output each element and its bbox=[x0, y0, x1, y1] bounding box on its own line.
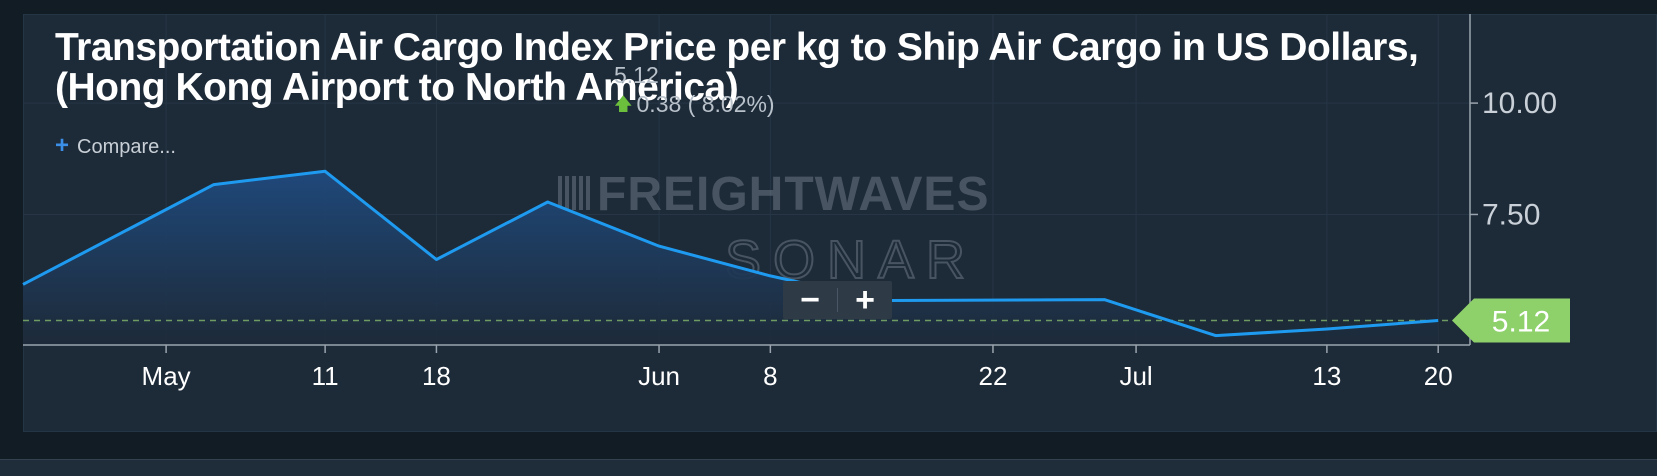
x-axis-ticks: May 11 18 Jun 8 22 Jul 13 20 bbox=[142, 345, 1453, 391]
change-value: 0.38 ( 8.02%) bbox=[637, 91, 775, 117]
last-value-tag: 5.12 bbox=[1452, 298, 1570, 342]
zoom-controls: − + bbox=[783, 281, 892, 319]
plus-icon: + bbox=[55, 132, 69, 159]
x-tick-label: Jul bbox=[1119, 361, 1152, 391]
compare-label: Compare... bbox=[77, 136, 176, 158]
watermark-brand: FREIGHTWAVES bbox=[597, 168, 989, 221]
change-readout: 🡅0.38 ( 8.02%) bbox=[614, 91, 775, 122]
x-tick-label: 20 bbox=[1424, 361, 1453, 391]
y-tick-label: 7.50 bbox=[1482, 198, 1540, 231]
freightwaves-logo-icon bbox=[558, 176, 590, 210]
x-tick-label: Jun bbox=[638, 361, 680, 391]
last-value: 5.12 bbox=[614, 62, 659, 89]
zoom-in-button[interactable]: + bbox=[838, 281, 892, 319]
chart-title: Transportation Air Cargo Index Price per… bbox=[55, 28, 1505, 108]
up-arrow-icon: 🡅 bbox=[614, 92, 633, 122]
compare-button[interactable]: + Compare... bbox=[55, 132, 176, 160]
x-tick-label: 13 bbox=[1312, 361, 1341, 391]
last-value-tag-label: 5.12 bbox=[1492, 305, 1550, 338]
x-tick-label: 8 bbox=[763, 361, 777, 391]
x-tick-label: 22 bbox=[979, 361, 1008, 391]
x-tick-label: 18 bbox=[422, 361, 451, 391]
x-tick-label: 11 bbox=[312, 361, 339, 391]
x-tick-label: May bbox=[142, 361, 191, 391]
zoom-out-button[interactable]: − bbox=[783, 281, 837, 319]
